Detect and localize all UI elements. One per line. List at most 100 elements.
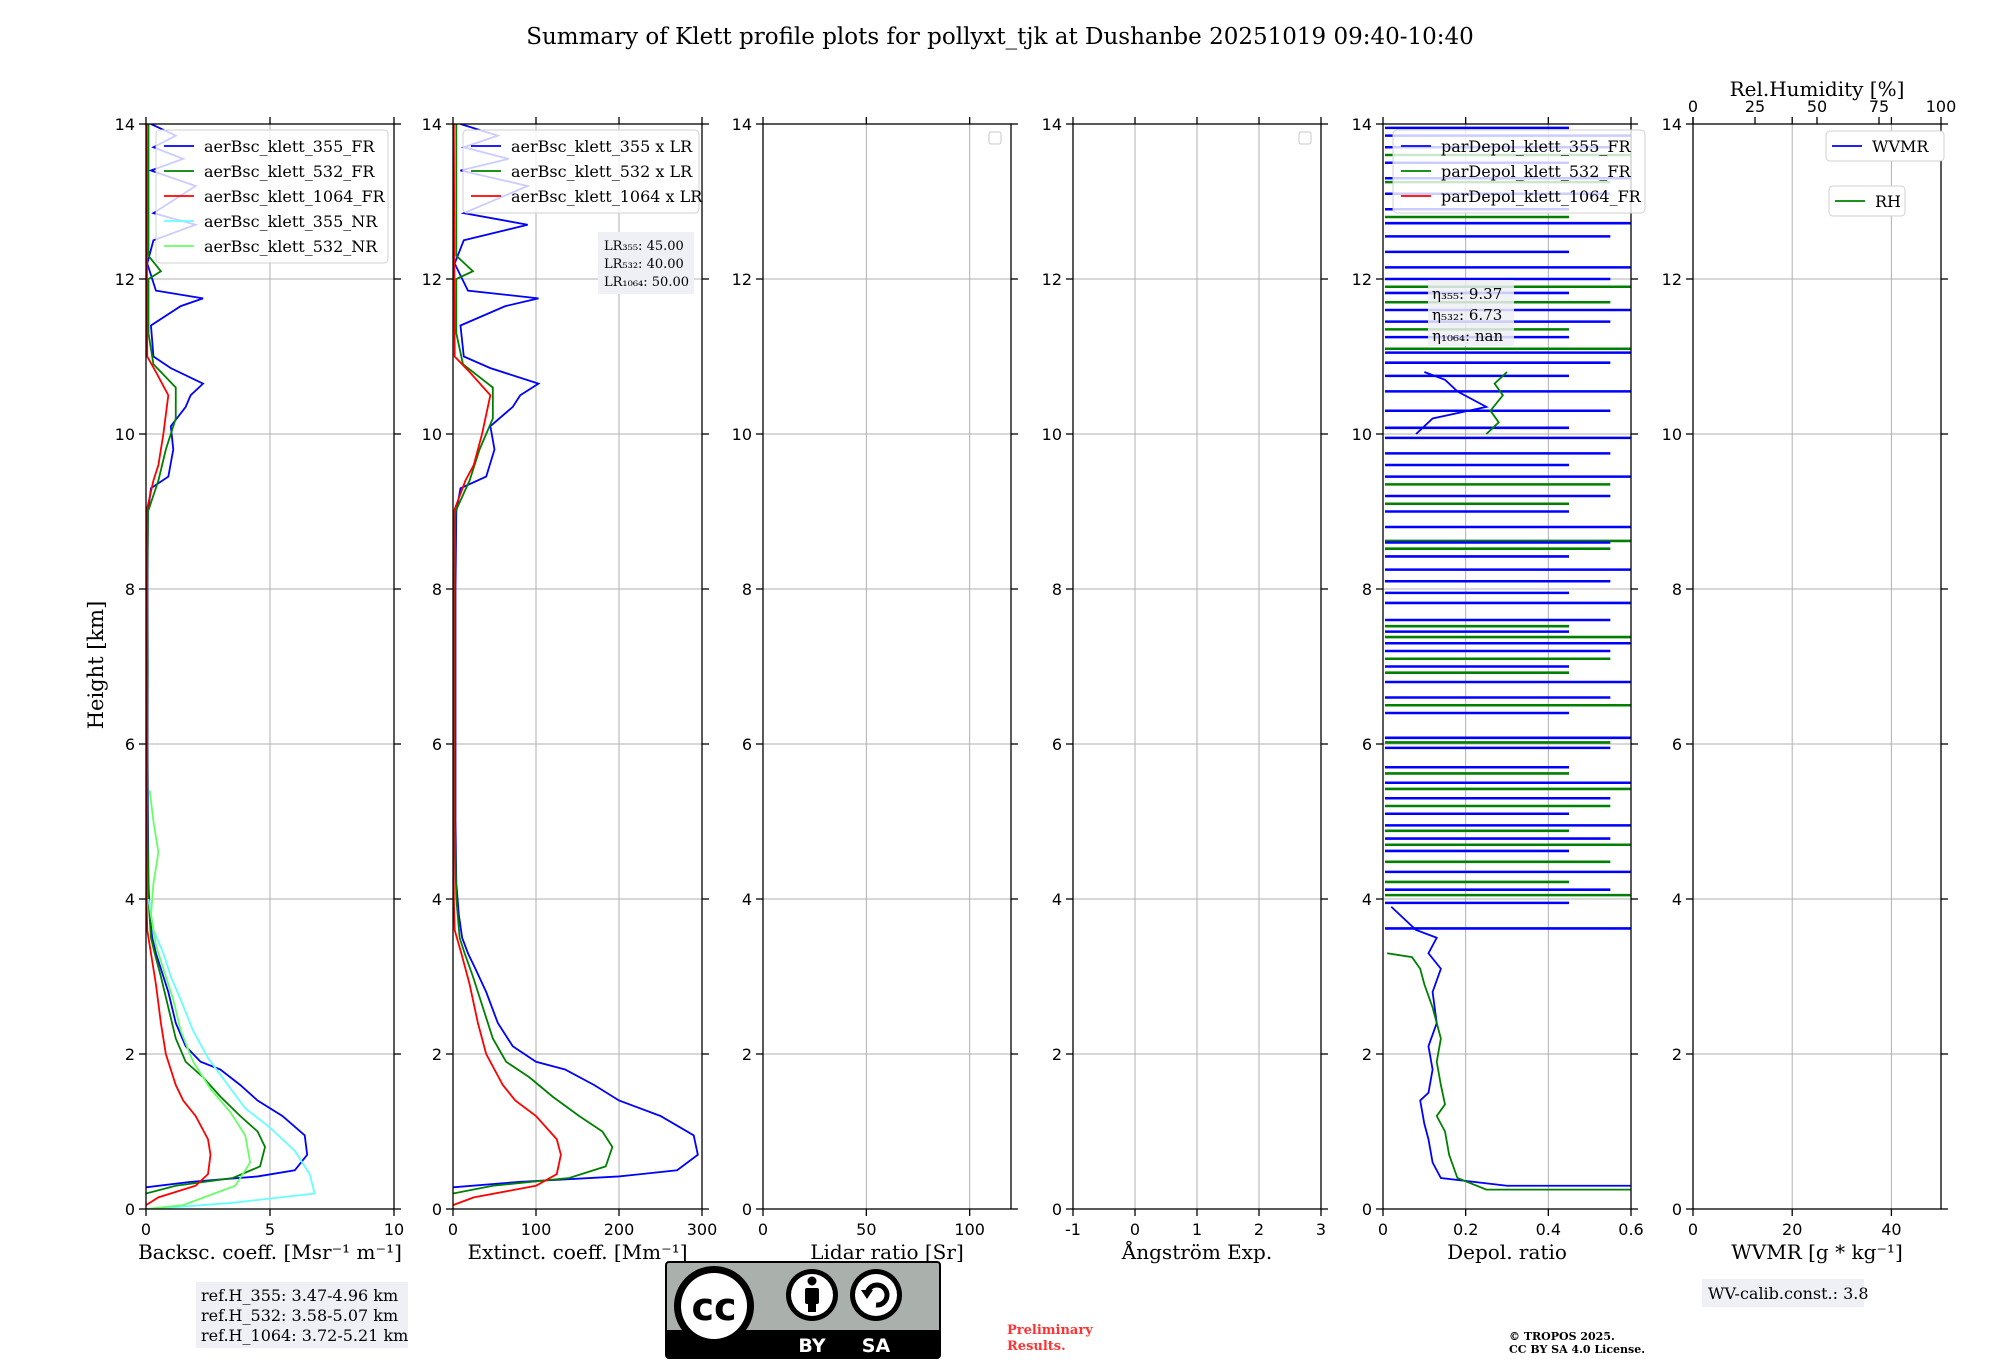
wv-calibration-box: WV-calib.const.: 3.8 bbox=[1702, 1279, 1869, 1307]
x-tick-label: 100 bbox=[521, 1220, 552, 1239]
data-layer bbox=[146, 124, 316, 1209]
y-tick-label: 0 bbox=[742, 1200, 752, 1219]
y-tick-label: 12 bbox=[1042, 270, 1062, 289]
y-axis-label: Height [km] bbox=[84, 601, 108, 730]
eta-1064: η₁₀₆₄: nan bbox=[1432, 327, 1503, 345]
y-tick-label: 6 bbox=[125, 735, 135, 754]
series-line-c532nr bbox=[146, 790, 252, 1209]
depol-noise-segment bbox=[1485, 371, 1508, 435]
y-tick-label: 4 bbox=[1362, 890, 1372, 909]
x-tick-label: 20 bbox=[1782, 1220, 1802, 1239]
x-tick-label: 3 bbox=[1316, 1220, 1326, 1239]
depol-noise-segment bbox=[1415, 371, 1489, 435]
legend-box bbox=[1825, 130, 1945, 162]
x-tick-label: 0.6 bbox=[1618, 1220, 1643, 1239]
plot-frame bbox=[1692, 123, 1942, 1210]
lr-1064: LR₁₀₆₄: 50.00 bbox=[604, 275, 689, 290]
y-tick-label: 14 bbox=[1352, 115, 1372, 134]
x-tick-label: 0 bbox=[1130, 1220, 1140, 1239]
legend: WVMR RH bbox=[1825, 130, 1945, 217]
y-tick-label: 2 bbox=[1362, 1045, 1372, 1064]
data-layer bbox=[453, 124, 699, 1206]
legend-label: RH bbox=[1875, 192, 1901, 211]
eta-532: η₅₃₂: 6.73 bbox=[1432, 306, 1502, 324]
y-tick-label: 8 bbox=[742, 580, 752, 599]
x-tick-label: 50 bbox=[856, 1220, 876, 1239]
y-tick-label: 6 bbox=[1362, 735, 1372, 754]
series-line-c355 bbox=[1390, 906, 1631, 1187]
y-tick-label: 0 bbox=[125, 1200, 135, 1219]
legend-label: aerBsc_klett_355 x LR bbox=[511, 137, 693, 156]
x-tick-label: 100 bbox=[954, 1220, 985, 1239]
wv-calib-text: WV-calib.const.: 3.8 bbox=[1708, 1284, 1869, 1303]
top-x-tick-label: 75 bbox=[1869, 97, 1889, 116]
y-tick-label: 0 bbox=[1672, 1200, 1682, 1219]
legend-label: parDepol_klett_355_FR bbox=[1441, 137, 1632, 156]
legend-label: aerBsc_klett_532_FR bbox=[204, 162, 375, 181]
y-tick-label: 8 bbox=[432, 580, 442, 599]
sa-label: SA bbox=[862, 1335, 891, 1357]
x-tick-label: 40 bbox=[1881, 1220, 1901, 1239]
x-axis-label: Backsc. coeff. [Msr⁻¹ m⁻¹] bbox=[138, 1240, 402, 1264]
y-tick-label: 2 bbox=[1672, 1045, 1682, 1064]
series-line-c532 bbox=[1386, 952, 1631, 1191]
y-tick-label: 2 bbox=[1052, 1045, 1062, 1064]
y-tick-label: 10 bbox=[1352, 425, 1372, 444]
legend-label: aerBsc_klett_532 x LR bbox=[511, 162, 693, 181]
x-axis-label: Extinct. coeff. [Mm⁻¹] bbox=[467, 1240, 687, 1264]
series-line-c355nr bbox=[147, 898, 316, 1209]
y-tick-label: 2 bbox=[432, 1045, 442, 1064]
y-tick-label: 14 bbox=[115, 115, 135, 134]
legend: parDepol_klett_355_FR parDepol_klett_532_… bbox=[1392, 129, 1646, 214]
series-line-c355 bbox=[146, 124, 309, 1189]
legend-box bbox=[462, 129, 700, 214]
panel-lr: 0 50 100 0 2 4 6 8 10 12 14 Lidar ratio [Sr] bbox=[732, 115, 1018, 1264]
legend: aerBsc_klett_355 x LR aerBsc_klett_532 x … bbox=[462, 129, 703, 214]
ref-h-355: ref.H_355: 3.47-4.96 km bbox=[201, 1286, 398, 1305]
legend-label: aerBsc_klett_1064_FR bbox=[204, 187, 386, 206]
top-x-tick-label: 100 bbox=[1926, 97, 1957, 116]
x-axis-label: Depol. ratio bbox=[1447, 1240, 1567, 1264]
y-tick-label: 2 bbox=[125, 1045, 135, 1064]
license-line-1: © TROPOS 2025. bbox=[1509, 1330, 1615, 1343]
license-line-2: CC BY SA 4.0 License. bbox=[1509, 1343, 1645, 1356]
y-tick-label: 14 bbox=[422, 115, 442, 134]
y-tick-label: 12 bbox=[1662, 270, 1682, 289]
legend-label: aerBsc_klett_355_FR bbox=[204, 137, 375, 156]
y-tick-label: 12 bbox=[732, 270, 752, 289]
legend-box bbox=[155, 129, 389, 264]
legend-box bbox=[1828, 185, 1906, 217]
plot-frame bbox=[1382, 123, 1632, 1210]
top-x-tick-label: 25 bbox=[1745, 97, 1765, 116]
x-tick-label: 0.4 bbox=[1536, 1220, 1561, 1239]
y-tick-label: 8 bbox=[1672, 580, 1682, 599]
lr-532: LR₅₃₂: 40.00 bbox=[604, 257, 684, 272]
y-tick-label: 6 bbox=[1672, 735, 1682, 754]
y-tick-label: 6 bbox=[432, 735, 442, 754]
y-tick-label: 4 bbox=[742, 890, 752, 909]
legend-label: parDepol_klett_1064_FR bbox=[1441, 187, 1642, 206]
y-tick-label: 10 bbox=[732, 425, 752, 444]
figure-title: Summary of Klett profile plots for polly… bbox=[526, 24, 1474, 50]
y-tick-label: 12 bbox=[422, 270, 442, 289]
y-tick-label: 0 bbox=[432, 1200, 442, 1219]
plot-frame bbox=[452, 123, 703, 1210]
x-tick-label: 200 bbox=[604, 1220, 635, 1239]
preliminary-line-2: Results. bbox=[1007, 1339, 1066, 1354]
panel-ext: 0 100 200 300 0 2 4 6 8 10 12 14 Extinct. coeff. [Mm… bbox=[422, 115, 718, 1264]
top-x-tick-label: 0 bbox=[1688, 97, 1698, 116]
by-label: BY bbox=[798, 1335, 825, 1357]
y-tick-label: 10 bbox=[1042, 425, 1062, 444]
lr-355: LR₃₅₅: 45.00 bbox=[604, 239, 684, 254]
panel-depol: 0 0.2 0.4 0.6 0 2 4 6 8 10 12 14 Depol. ratio parDepo… bbox=[1352, 115, 1646, 1264]
x-tick-label: 300 bbox=[687, 1220, 718, 1239]
y-tick-label: 12 bbox=[1352, 270, 1372, 289]
legend-label: parDepol_klett_532_FR bbox=[1441, 162, 1632, 181]
x-tick-label: 0 bbox=[758, 1220, 768, 1239]
ref-h-1064: ref.H_1064: 3.72-5.21 km bbox=[201, 1326, 408, 1345]
x-tick-label: 0 bbox=[141, 1220, 151, 1239]
empty-legend-box bbox=[988, 131, 1002, 145]
y-tick-label: 4 bbox=[125, 890, 135, 909]
y-tick-label: 2 bbox=[742, 1045, 752, 1064]
